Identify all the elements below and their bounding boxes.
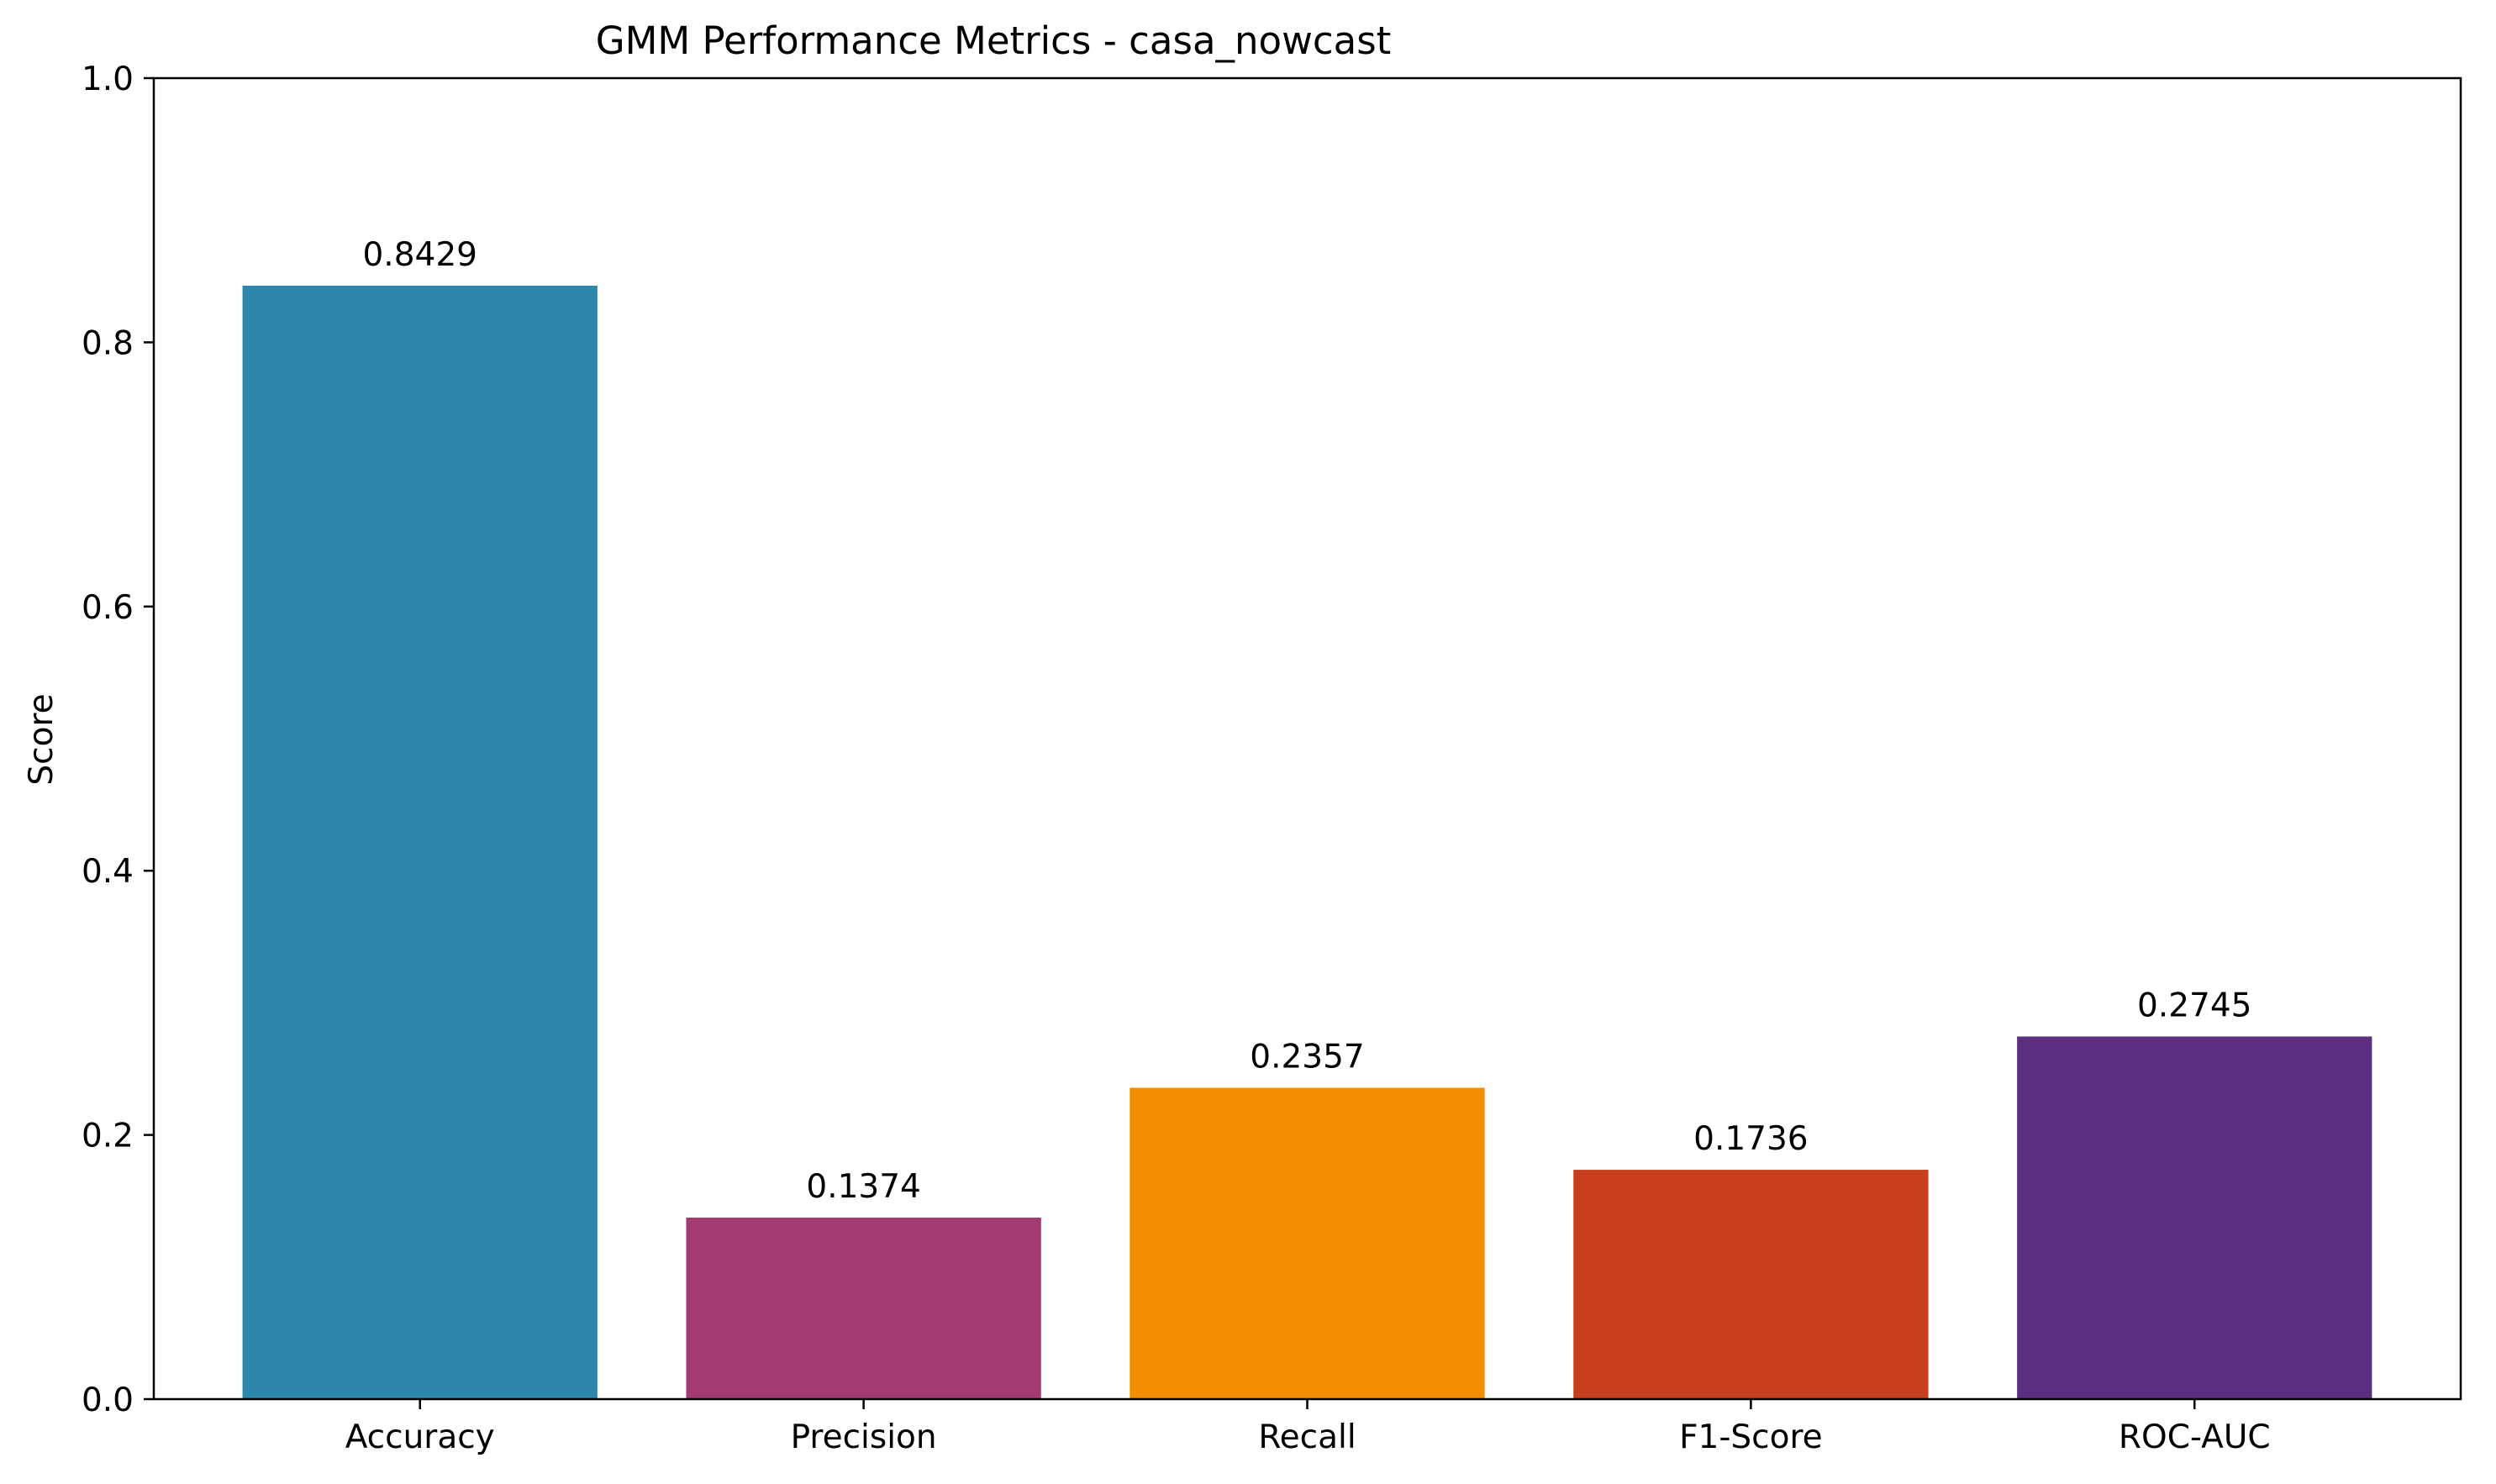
y-tick-label: 0.6 xyxy=(82,589,134,627)
y-axis: 0.0 0.2 0.4 0.6 0.8 1.0 xyxy=(82,61,154,1419)
y-tick-label: 0.2 xyxy=(82,1118,134,1155)
x-tick-label: Accuracy xyxy=(345,1418,495,1456)
y-tick-label: 0.8 xyxy=(82,324,134,362)
data-label-roc-auc: 0.2745 xyxy=(2137,987,2251,1024)
x-tick-label: Precision xyxy=(791,1418,937,1456)
x-tick-label: ROC-AUC xyxy=(2119,1418,2271,1456)
data-labels-layer: 0.8429 0.1374 0.2357 0.1736 0.2745 xyxy=(362,236,2251,1206)
y-tick-label: 1.0 xyxy=(82,61,134,98)
data-label-f1-score: 0.1736 xyxy=(1693,1120,1808,1158)
bar-recall xyxy=(1130,1087,1485,1399)
y-tick-label: 0.0 xyxy=(82,1381,134,1419)
bar-accuracy xyxy=(242,285,598,1400)
chart-title: GMM Performance Metrics - casa_nowcast xyxy=(596,18,1392,63)
data-label-precision: 0.1374 xyxy=(806,1168,920,1206)
bars-layer xyxy=(242,285,2372,1400)
x-axis: Accuracy Precision Recall F1-Score ROC-AUC xyxy=(345,1399,2271,1456)
bar-f1-score xyxy=(1573,1170,1929,1399)
y-tick-label: 0.4 xyxy=(82,853,134,891)
bar-roc-auc xyxy=(2017,1036,2372,1399)
data-label-accuracy: 0.8429 xyxy=(362,236,477,274)
data-label-recall: 0.2357 xyxy=(1250,1038,1364,1076)
bar-precision xyxy=(686,1218,1041,1399)
x-tick-label: Recall xyxy=(1258,1418,1356,1456)
plot-frame xyxy=(152,76,2462,1401)
x-tick-label: F1-Score xyxy=(1679,1418,1823,1456)
y-axis-label: Score xyxy=(23,693,61,785)
